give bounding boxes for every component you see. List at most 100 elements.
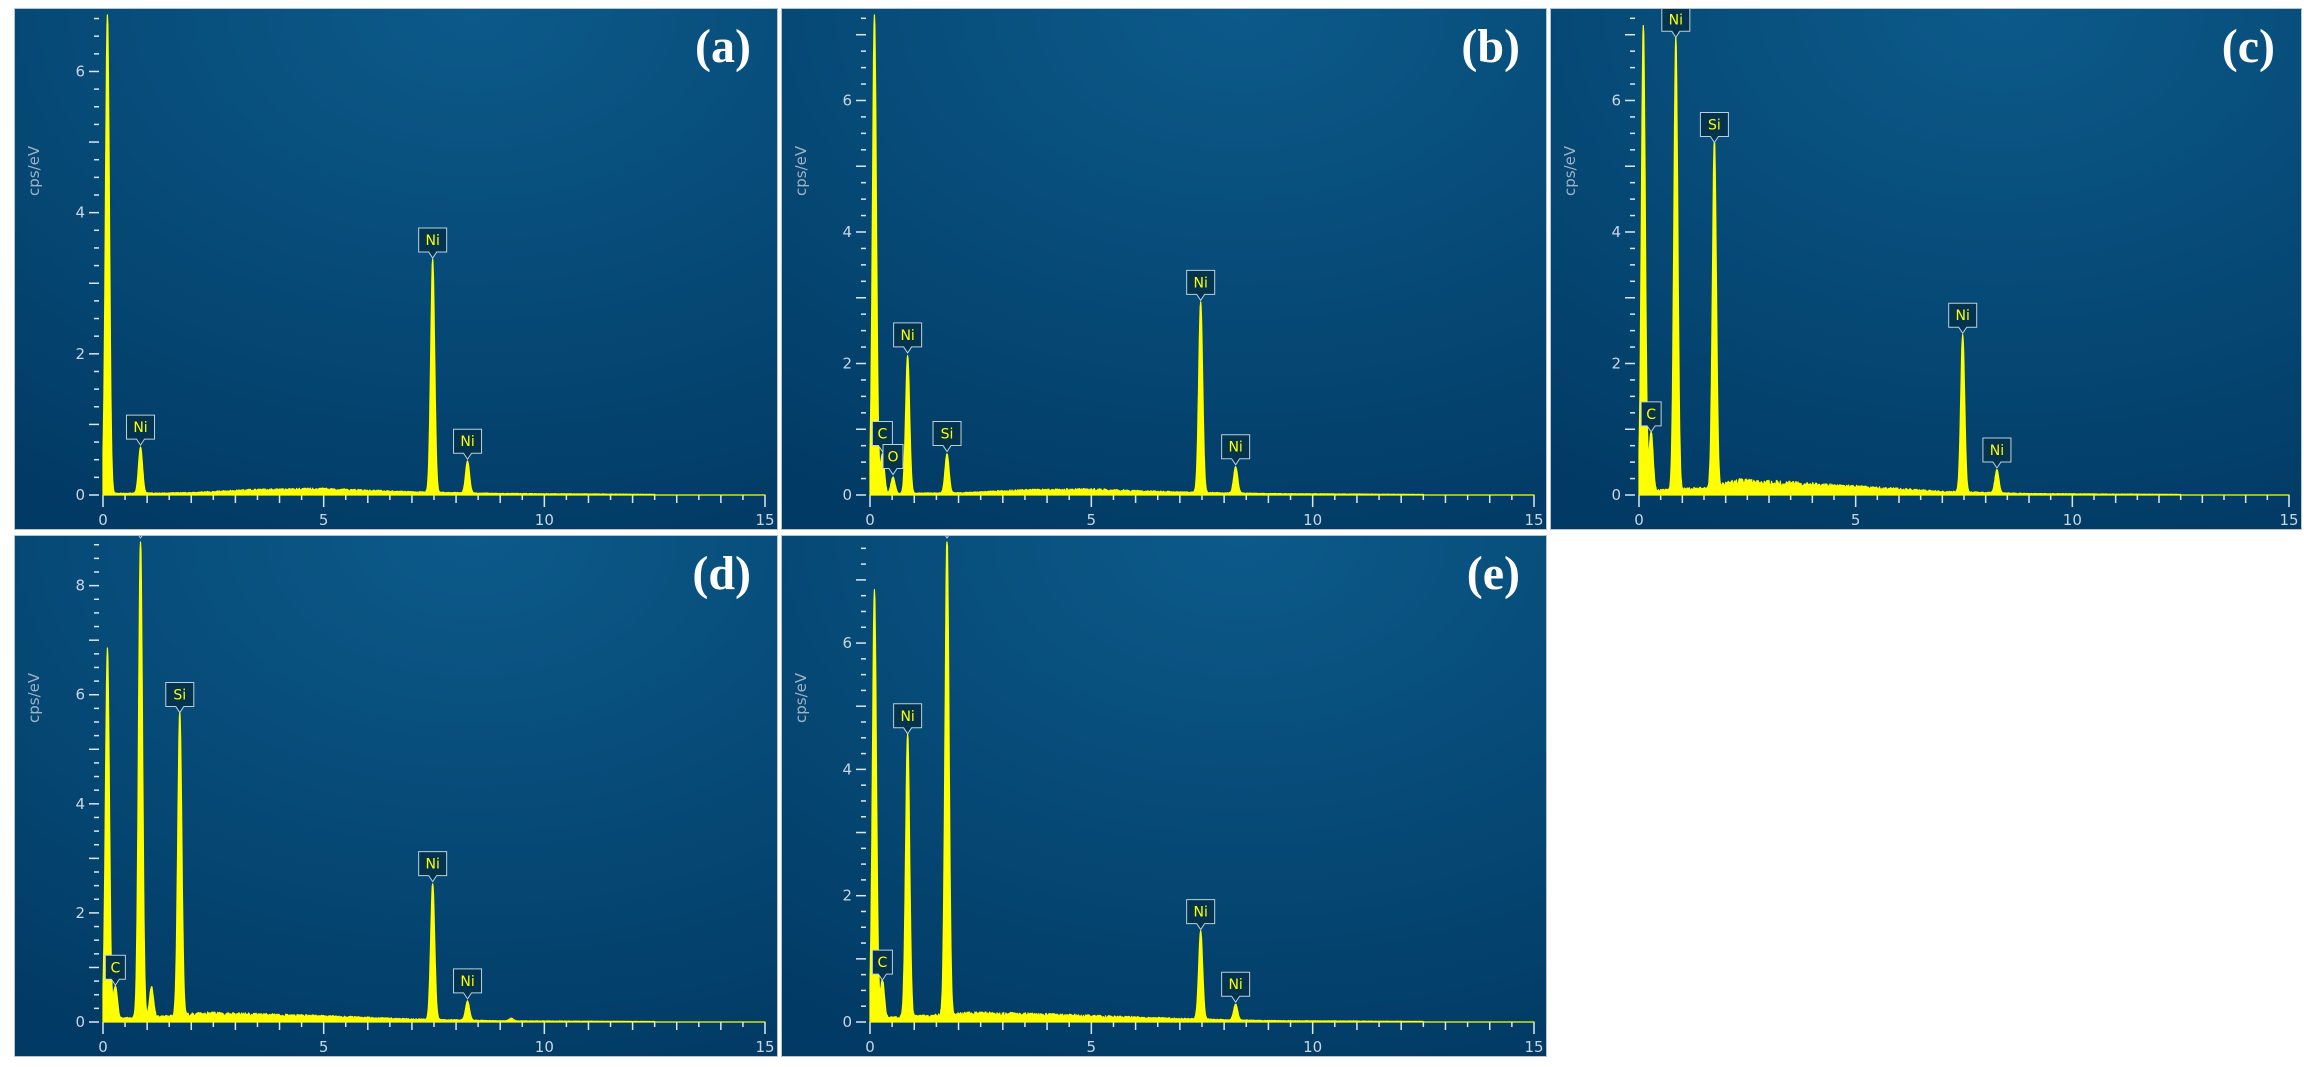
panel-label-c: (c): [2221, 20, 2275, 73]
x-tick-label: 15: [1524, 1038, 1543, 1056]
peak-tag-text: Ni: [1193, 275, 1207, 291]
x-tick-label: 0: [865, 511, 875, 529]
plot-background: [15, 536, 777, 1056]
peak-tag-text: Ni: [425, 857, 439, 873]
peak-label: Ni: [1186, 269, 1216, 302]
peak-tag-box: [418, 227, 448, 259]
peak-tag-text: Ni: [1669, 12, 1683, 28]
x-tick-label: 0: [1634, 511, 1644, 529]
y-tick-label: 2: [842, 887, 852, 905]
eds-spectrum-panel-c: 0 5 10 15 0 2 4 6 C Ni Si Ni Ni (c) cps/eV: [1550, 8, 2302, 530]
x-tick-label: 5: [319, 511, 329, 529]
y-tick-label: 4: [842, 223, 852, 241]
x-tick-label: 15: [1524, 511, 1543, 529]
peak-tag-text: Si: [941, 427, 954, 443]
peak-tag-text: Ni: [133, 420, 147, 436]
x-tick-label: 15: [755, 511, 774, 529]
spectrum-trace: [102, 541, 766, 1023]
y-tick-label: 4: [1611, 223, 1621, 241]
eds-spectrum-panel-a: 0 5 10 15 0 2 4 6 Ni Ni Ni (a) cps/eV: [14, 8, 778, 530]
y-tick-label: 4: [75, 204, 85, 222]
peak-tag-box: [945, 536, 949, 539]
peak-label: Ni: [453, 428, 483, 461]
peak-label: Ni: [1948, 302, 1978, 335]
peak-label: Si: [165, 682, 195, 714]
peak-tag-box: [1640, 401, 1662, 433]
y-tick-label: 6: [75, 62, 85, 80]
peak-tag-box: [1186, 899, 1216, 931]
peak-tag-box: [165, 682, 195, 714]
peak-tag-text: C: [110, 960, 120, 976]
peak-tag-box: [126, 414, 156, 447]
spectrum-plot-a: 0 5 10 15 0 2 4 6 Ni Ni Ni: [15, 9, 777, 529]
peak-tag-box: [1699, 112, 1729, 144]
peak-tag-text: Ni: [900, 709, 914, 725]
peak-label: Si: [1699, 112, 1729, 144]
y-tick-label: 2: [842, 354, 852, 372]
peak-tag-box: [882, 444, 904, 476]
peak-label: C: [104, 954, 126, 987]
eds-spectrum-panel-d: 0 5 10 15 0 2 4 6 8 C Ni Si Ni Ni (d) cps/eV: [14, 535, 778, 1057]
peak-tag-text: Ni: [1990, 443, 2004, 459]
peak-tag-box: [871, 949, 893, 982]
peak-tag-box: [453, 968, 483, 1000]
y-tick-label: 2: [75, 345, 85, 363]
y-axis-label-b: cps/eV: [792, 145, 810, 196]
y-tick-label: 0: [1611, 486, 1621, 504]
panel-label-a: (a): [695, 20, 751, 73]
peak-label: Ni: [418, 227, 448, 259]
peak-tag-box: [932, 421, 962, 453]
y-tick-label: 0: [842, 486, 852, 504]
peak-label: Ni: [126, 414, 156, 447]
spectrum-trace: [102, 14, 766, 496]
y-tick-label: 6: [75, 686, 85, 704]
peak-tag-box: [418, 851, 448, 883]
x-tick-label: 15: [755, 1038, 774, 1056]
panel-label-e: (e): [1466, 547, 1520, 600]
x-tick-label: 15: [2279, 511, 2298, 529]
y-axis-label-c: cps/eV: [1561, 145, 1579, 196]
y-axis-label-a: cps/eV: [25, 145, 43, 196]
peak-label: Ni: [453, 968, 483, 1000]
peak-tag-box: [1982, 437, 2012, 469]
peak-tag-box: [1948, 302, 1978, 335]
x-tick-label: 5: [1851, 511, 1861, 529]
x-tick-label: 10: [1303, 1038, 1322, 1056]
peak-label: C: [871, 949, 893, 982]
spectrum-plot-c: 0 5 10 15 0 2 4 6 C Ni Si Ni Ni: [1551, 9, 2301, 529]
peak-label: Ni: [418, 851, 448, 883]
peak-label: O: [882, 444, 904, 476]
peak-tag-text: Ni: [1956, 308, 1970, 324]
y-axis-label-e: cps/eV: [792, 672, 810, 723]
spectrum-trace: [869, 541, 1535, 1023]
x-tick-label: 10: [2063, 511, 2082, 529]
eds-spectrum-panel-b: 0 5 10 15 0 2 4 6 C O Ni Si Ni Ni (b) cps/eV: [781, 8, 1547, 530]
peak-tag-box: [893, 703, 923, 735]
peak-tag-text: Ni: [900, 328, 914, 344]
y-tick-label: 8: [75, 577, 85, 595]
peak-tag-text: O: [888, 450, 899, 466]
y-tick-label: 0: [842, 1013, 852, 1031]
y-tick-label: 0: [75, 1013, 85, 1031]
plot-background: [782, 536, 1546, 1056]
spectrum-trace: [1638, 24, 2290, 496]
peak-tag-text: Ni: [1228, 977, 1242, 993]
x-tick-label: 5: [319, 1038, 329, 1056]
peak-label: Ni: [1221, 971, 1251, 1004]
y-tick-label: 6: [842, 634, 852, 652]
y-tick-label: 4: [842, 760, 852, 778]
peak-label: Ni: [893, 322, 923, 354]
eds-spectrum-panel-e: 0 5 10 15 0 2 4 6 C Ni Si Ni Ni (e) cps/eV: [781, 535, 1547, 1057]
peak-label: Si: [945, 536, 949, 539]
spectrum-plot-e: 0 5 10 15 0 2 4 6 C Ni Si Ni Ni: [782, 536, 1546, 1056]
peak-label: Ni: [1661, 9, 1691, 39]
spectrum-plot-d: 0 5 10 15 0 2 4 6 8 C Ni Si Ni Ni: [15, 536, 777, 1056]
peak-label: Ni: [1982, 437, 2012, 469]
peak-tag-text: Ni: [460, 974, 474, 990]
peak-tag-text: Si: [173, 688, 186, 704]
peak-label: Ni: [138, 536, 143, 539]
peak-tag-box: [893, 322, 923, 354]
peak-tag-box: [104, 954, 126, 987]
y-tick-label: 0: [75, 486, 85, 504]
peak-label: Ni: [893, 703, 923, 735]
